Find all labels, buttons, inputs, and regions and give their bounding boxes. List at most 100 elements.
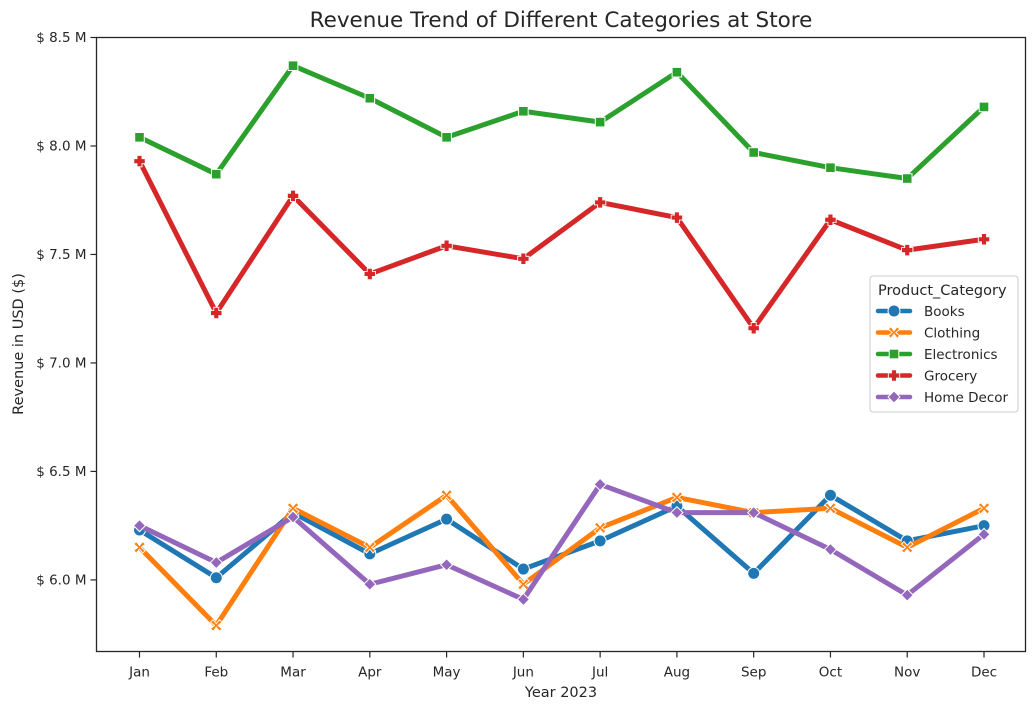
legend: Product_Category Books Clothing Electronic… (869, 275, 1019, 413)
series-electronics (134, 60, 990, 184)
legend-marker-books (887, 304, 901, 318)
legend-title: Product_Category (878, 283, 1007, 299)
data-point-home-decor (363, 577, 377, 591)
data-point-clothing (133, 540, 146, 554)
legend-marker-clothing (887, 326, 901, 339)
data-point-books (440, 512, 454, 526)
data-point-electronics (134, 132, 145, 143)
x-tick-label: Mar (280, 665, 306, 681)
data-point-clothing (440, 488, 454, 502)
legend-item-electronics: Electronics (875, 347, 998, 363)
x-tick-label: Oct (819, 665, 842, 681)
data-point-electronics (748, 147, 759, 158)
x-tick-label: Sep (741, 665, 766, 681)
data-point-grocery (824, 213, 837, 226)
data-point-electronics (441, 132, 452, 143)
data-point-clothing (286, 501, 300, 515)
x-tick-label: Jun (512, 665, 534, 681)
y-tick-label: $ 6.5 M (36, 464, 86, 480)
x-axis: Jan Feb Mar Apr May Jun Jul Aug Sep Oct Nov Dec (128, 651, 997, 681)
data-point-home-decor (977, 527, 991, 542)
data-point-electronics (978, 101, 990, 113)
data-point-clothing (593, 521, 607, 535)
data-point-electronics (671, 66, 683, 78)
data-point-grocery (363, 267, 376, 281)
data-point-clothing (363, 540, 377, 554)
legend-label: Grocery (924, 369, 977, 385)
legend-item-books: Books (875, 304, 965, 320)
data-point-clothing (824, 501, 837, 515)
y-tick-label: $ 7.0 M (36, 355, 86, 371)
chart-title: Revenue Trend of Different Categories at… (310, 8, 813, 33)
data-point-electronics (287, 60, 299, 72)
data-point-electronics (518, 105, 529, 117)
data-point-books (516, 562, 530, 576)
data-point-electronics (594, 116, 606, 128)
legend-marker-home-decor (887, 390, 901, 404)
y-tick-label: $ 7.5 M (36, 247, 86, 263)
legend-item-home-decor: Home Decor (875, 390, 1009, 406)
legend-items: Books Clothing Electronics Grocery Home Deco… (875, 304, 1009, 406)
series-line-home-decor (137, 481, 987, 602)
x-tick-label: Apr (358, 665, 382, 681)
data-point-grocery (901, 243, 914, 257)
data-point-home-decor (593, 477, 607, 492)
legend-label: Clothing (924, 326, 980, 342)
y-tick-label: $ 8.5 M (36, 30, 86, 46)
data-point-clothing (977, 501, 991, 515)
data-point-electronics (901, 173, 913, 184)
data-point-electronics (364, 92, 376, 104)
legend-marker-electronics (888, 348, 900, 360)
data-point-grocery (593, 196, 607, 209)
data-point-grocery (977, 233, 991, 246)
data-point-electronics (210, 168, 222, 180)
data-point-home-decor (209, 555, 223, 570)
data-point-grocery (210, 306, 223, 320)
data-point-home-decor (670, 505, 684, 520)
data-point-home-decor (900, 588, 914, 602)
data-point-grocery (286, 189, 300, 203)
x-tick-label: Jan (128, 665, 150, 681)
legend-marker-grocery (887, 369, 901, 382)
series-line-clothing (137, 492, 987, 628)
plot-area (132, 60, 991, 632)
data-point-books (747, 566, 761, 580)
data-point-grocery (133, 155, 146, 168)
plot-frame (95, 36, 1027, 653)
x-tick-label: Aug (664, 665, 690, 681)
x-tick-label: May (433, 665, 461, 681)
legend-item-grocery: Grocery (875, 369, 977, 385)
data-point-clothing (670, 491, 684, 504)
data-point-home-decor (823, 542, 838, 557)
y-axis-title: Revenue in USD ($) (11, 273, 27, 415)
legend-label: Home Decor (924, 390, 1009, 406)
data-point-books (209, 571, 223, 585)
y-axis: $ 6.0 M $ 6.5 M $ 7.0 M $ 7.5 M $ 8.0 M $ 8.5… (36, 30, 97, 588)
data-point-clothing (900, 540, 914, 554)
data-point-home-decor (286, 510, 300, 524)
x-tick-label: Feb (204, 665, 228, 681)
legend-label: Electronics (924, 347, 998, 363)
data-point-grocery (670, 211, 684, 224)
x-tick-label: Nov (894, 665, 920, 681)
y-tick-label: $ 6.0 M (36, 572, 86, 588)
data-point-grocery (747, 322, 760, 335)
data-point-books (823, 488, 837, 502)
x-tick-label: Dec (971, 665, 997, 681)
data-point-grocery (517, 252, 530, 265)
series-grocery (133, 155, 991, 335)
data-point-home-decor (516, 592, 531, 607)
data-point-books (593, 534, 607, 548)
data-point-home-decor (439, 558, 454, 572)
x-tick-label: Jul (591, 665, 608, 681)
series-home-decor (132, 477, 991, 607)
x-axis-title: Year 2023 (524, 685, 597, 701)
y-tick-label: $ 8.0 M (36, 138, 86, 154)
legend-item-clothing: Clothing (875, 326, 980, 342)
data-point-home-decor (132, 518, 147, 533)
data-point-home-decor (746, 505, 761, 520)
data-point-clothing (209, 619, 223, 632)
data-point-grocery (440, 239, 453, 252)
data-point-electronics (825, 162, 836, 173)
